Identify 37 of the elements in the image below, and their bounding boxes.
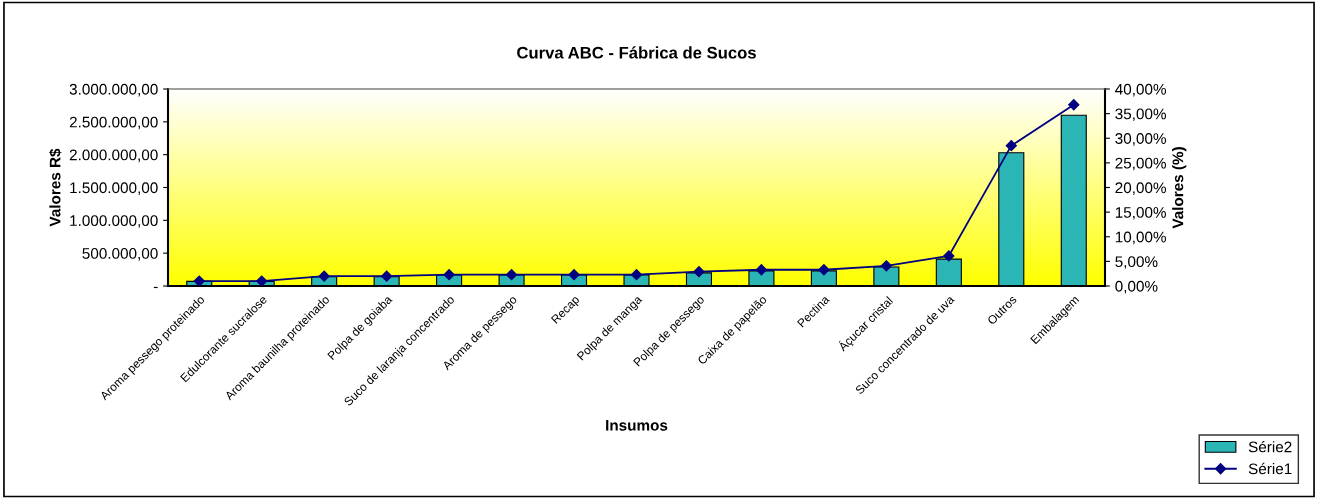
x-axis-title: Insumos [606, 420, 668, 431]
y2-tick-label: 0,00% [1115, 280, 1158, 294]
y-axis-title: Valores R$ [49, 148, 62, 227]
point [443, 269, 455, 281]
y2-tick-label: 40,00% [1115, 83, 1166, 97]
y2-tick-label: 30,00% [1115, 133, 1166, 146]
y-tick-label: 2.000.000,00 [69, 149, 158, 163]
legend-label: Série2 [1248, 440, 1292, 453]
y2-tick-label: 10,00% [1115, 231, 1166, 245]
point [630, 269, 643, 281]
point [755, 264, 768, 276]
point [818, 264, 830, 276]
point [568, 269, 580, 281]
point [318, 270, 330, 282]
y-tick-label: 1.500.000,00 [70, 182, 158, 195]
point [1068, 99, 1080, 111]
y2-tick-label: 25,00% [1115, 157, 1166, 171]
y-tick-label: 2.500.000,00 [69, 116, 158, 130]
y-tick-label: - [153, 286, 158, 289]
y-tick-label: 3.000.000,00 [69, 83, 158, 97]
y2-axis-title: Valores (%) [1172, 147, 1187, 229]
point [381, 270, 393, 282]
point [505, 269, 518, 281]
point [256, 275, 268, 286]
y2-tick-label: 15,00% [1115, 206, 1166, 220]
y2-tick-label: 35,00% [1115, 108, 1166, 122]
y-tick-label: 1.000.000,00 [70, 215, 158, 228]
chart-title: Curva ABC - Fábrica de Sucos [517, 46, 756, 59]
point [880, 260, 892, 272]
legend-label: Série1 [1248, 462, 1292, 475]
point [1005, 140, 1017, 152]
point [943, 250, 955, 262]
y2-tick-label: 20,00% [1115, 182, 1166, 195]
y2-tick-label: 5,00% [1115, 256, 1158, 269]
y-tick-label: 500.000,00 [82, 248, 158, 261]
point [193, 275, 205, 286]
point [693, 266, 705, 278]
